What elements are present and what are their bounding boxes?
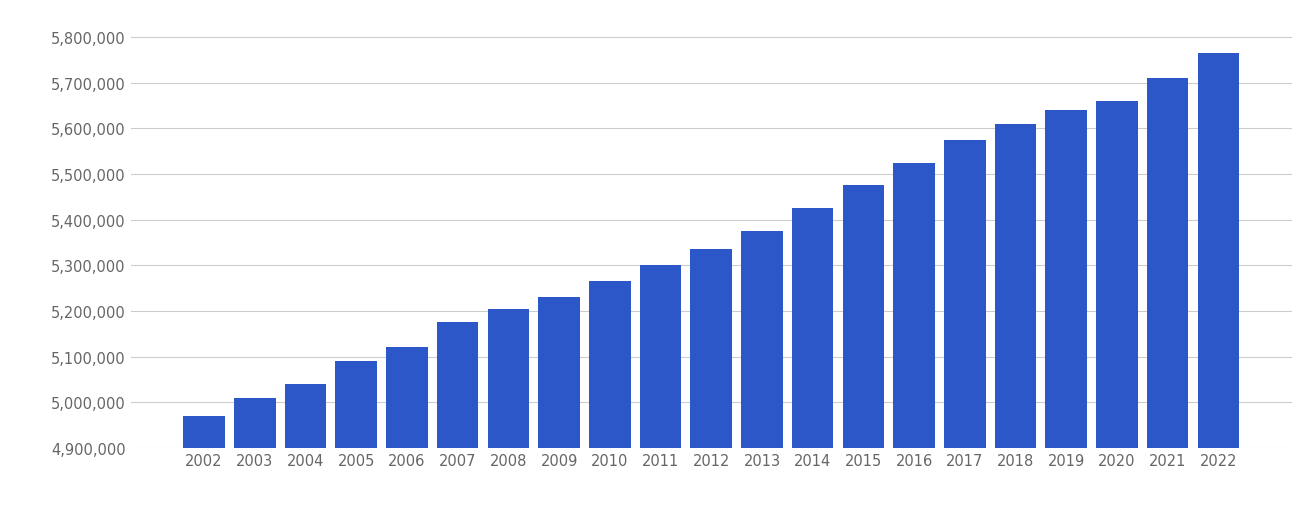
Bar xyxy=(538,298,579,448)
Bar xyxy=(843,186,885,448)
Bar xyxy=(944,140,985,448)
Bar xyxy=(386,348,428,448)
Bar xyxy=(183,416,224,448)
Bar xyxy=(1096,102,1138,448)
Bar xyxy=(690,250,732,448)
Bar xyxy=(894,163,934,448)
Bar xyxy=(1045,111,1087,448)
Bar xyxy=(741,232,783,448)
Bar xyxy=(234,398,275,448)
Bar xyxy=(639,266,681,448)
Bar xyxy=(589,281,630,448)
Bar xyxy=(437,323,479,448)
Bar xyxy=(792,209,834,448)
Bar xyxy=(284,384,326,448)
Bar xyxy=(994,125,1036,448)
Bar xyxy=(488,309,529,448)
Bar xyxy=(335,361,377,448)
Bar xyxy=(1147,79,1189,448)
Bar xyxy=(1198,54,1240,448)
